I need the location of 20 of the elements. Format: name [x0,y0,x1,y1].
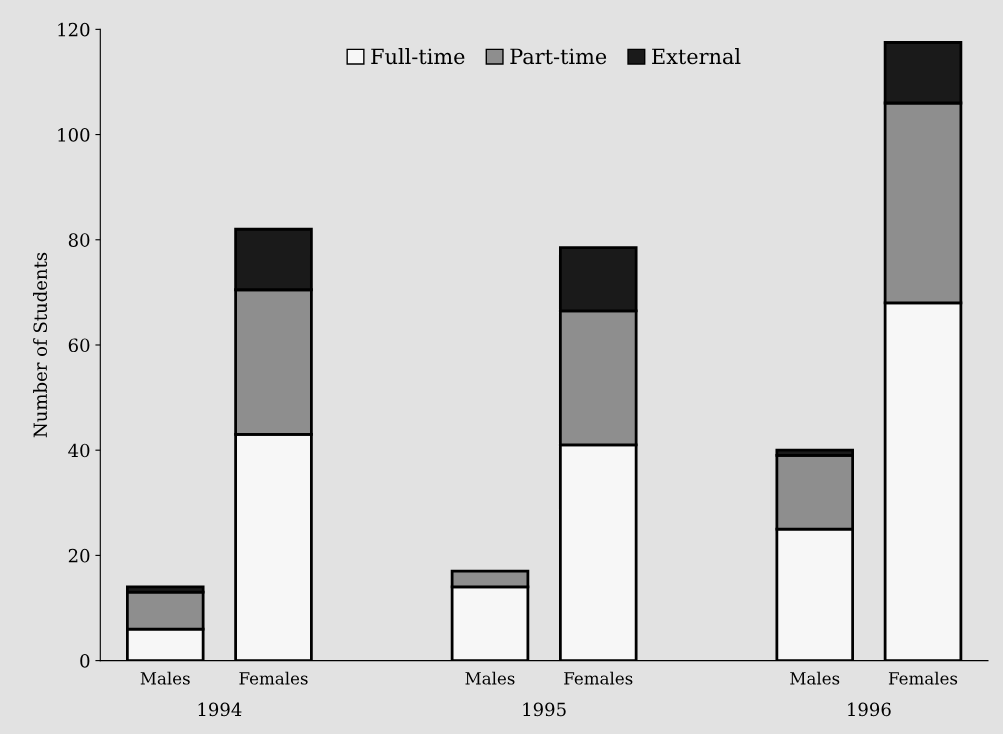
y-tick-label: 80 [68,233,90,247]
y-tick-label: 40 [68,443,90,458]
y-tick-label: 20 [68,548,90,563]
x-tick-label: Females [888,671,958,685]
text: 1996 [848,702,891,717]
y-tick-label: 60 [68,338,90,353]
x-tick-label: Males [790,671,840,685]
x-tick-label: Males [140,671,190,685]
legend-label: External [652,48,741,65]
y-tick-label: 0 [80,654,90,668]
text: 1995 [523,702,566,717]
legend-label: Full-time [371,48,465,65]
text: 1994 [198,702,242,717]
legend-label: Part-time [510,48,607,65]
x-tick-label: Females [239,671,308,685]
y-axis-title: Number of Students [33,252,48,438]
y-tick-label: 100 [58,128,90,142]
x-tick-label: Females [564,671,633,685]
x-tick-label: Males [465,671,515,685]
y-tick-label: 120 [58,22,90,37]
